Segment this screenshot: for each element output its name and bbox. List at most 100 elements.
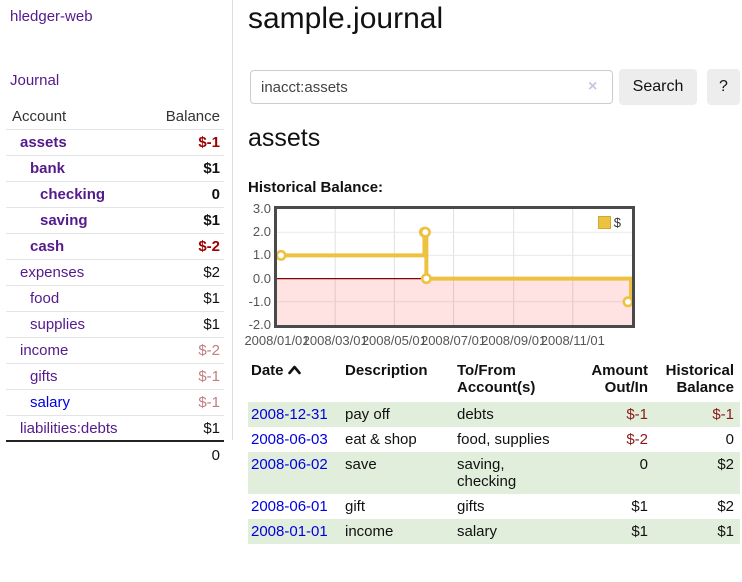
legend-swatch-icon (597, 216, 611, 229)
account-heading: assets (248, 124, 321, 152)
x-axis-tick-label: 2008/01/01 (244, 333, 310, 348)
transaction-date: 2008-06-01 (248, 494, 345, 519)
transaction-description: income (345, 523, 394, 540)
sidebar-divider (232, 0, 233, 440)
account-link-supplies[interactable]: supplies (30, 316, 86, 333)
clear-search-icon[interactable]: × (588, 78, 598, 95)
y-axis-tick-label: 3.0 (252, 201, 271, 216)
account-link-bank[interactable]: bank (30, 160, 66, 177)
transaction-amount: $-1 (626, 406, 648, 423)
account-link-income[interactable]: income (20, 342, 69, 359)
transaction-date: 2008-12-31 (248, 402, 345, 427)
account-row-food: food $1 (6, 286, 224, 312)
transaction-balance: $2 (717, 498, 734, 515)
transaction-accounts: gifts (457, 498, 485, 515)
sort-ascending-icon (287, 362, 301, 379)
x-axis-tick-label: 2008/03/01 (302, 333, 368, 348)
account-balance: $-2 (198, 342, 220, 359)
transaction-amount: $1 (631, 498, 648, 515)
account-balance: $1 (203, 290, 220, 307)
account-row-salary: salary $-1 (6, 390, 224, 416)
transaction-description: pay off (345, 406, 390, 423)
account-balance: $2 (203, 264, 220, 281)
transaction-amount: $-2 (626, 431, 648, 448)
account-link-expenses[interactable]: expenses (20, 264, 85, 281)
account-link-salary[interactable]: salary (30, 394, 71, 411)
legend-label: $ (613, 215, 621, 230)
column-header-date[interactable]: Date (248, 360, 345, 402)
search-input[interactable] (250, 70, 613, 104)
register-row: 2008-06-03 eat & shop food, supplies $-2… (248, 427, 740, 452)
historical-balance-chart: 3.0 2.0 1.0 0.0 -1.0 -2.0 $ 2008/01/01 2008/03… (244, 201, 637, 349)
transaction-balance: 0 (725, 431, 734, 448)
transaction-accounts: debts (457, 406, 494, 423)
transaction-accounts: food, supplies (457, 431, 550, 448)
transaction-balance: $2 (717, 456, 734, 473)
account-link-cash[interactable]: cash (30, 238, 65, 255)
transaction-accounts: salary (457, 523, 498, 540)
search-button[interactable]: Search (619, 69, 697, 105)
account-balance: $1 (203, 160, 220, 177)
chart-title: Historical Balance: (248, 179, 384, 196)
transaction-date: 2008-06-03 (248, 427, 345, 452)
y-axis-tick-label: -1.0 (248, 293, 271, 309)
transaction-description: eat & shop (345, 431, 417, 448)
transaction-amount: $1 (631, 523, 648, 540)
y-axis-tick-label: 2.0 (252, 224, 271, 240)
sidebar-item-journal[interactable]: Journal (10, 72, 60, 89)
accounts-total-row: 0 (6, 442, 224, 468)
help-button[interactable]: ? (707, 69, 740, 105)
register-table: Date Description To/From Account(s) Amou… (248, 360, 740, 544)
x-axis-tick-label: 2008/11/01 (540, 333, 605, 348)
account-link-saving[interactable]: saving (40, 212, 88, 229)
transaction-balance: $1 (717, 523, 734, 540)
transaction-amount: 0 (639, 456, 648, 473)
sidebar: hledger-web Journal Account Balance asse… (0, 0, 232, 582)
account-balance: $-1 (198, 368, 220, 385)
account-balance: $-1 (198, 394, 220, 411)
app-brand-link[interactable]: hledger-web (10, 8, 93, 25)
account-row-income: income $-2 (6, 338, 224, 364)
accounts-table: Account Balance assets $-1 bank $1 check… (6, 104, 224, 468)
transaction-date: 2008-01-01 (248, 519, 345, 544)
account-link-liabilities-debts[interactable]: liabilities:debts (20, 419, 118, 437)
transaction-description: save (345, 456, 377, 473)
register-row: 2008-01-01 income salary $1 $1 (248, 519, 740, 544)
register-row: 2008-12-31 pay off debts $-1 $-1 (248, 402, 740, 427)
x-axis-tick-label: 2008/07/01 (420, 333, 487, 348)
account-row-saving: saving $1 (6, 208, 224, 234)
account-row-supplies: supplies $1 (6, 312, 224, 338)
transaction-date-link[interactable]: 2008-12-31 (251, 406, 328, 423)
account-balance: $-1 (198, 134, 220, 151)
account-link-gifts[interactable]: gifts (30, 368, 58, 385)
account-row-checking: checking 0 (6, 182, 224, 208)
register-row: 2008-06-02 save saving, checking 0 $2 (248, 452, 740, 494)
page-title: sample.journal (248, 2, 444, 35)
chart-plot-area: $ (274, 206, 635, 328)
account-link-food[interactable]: food (30, 290, 60, 307)
transaction-accounts: saving, checking (457, 456, 517, 490)
column-header-accounts: To/From Account(s) (457, 362, 536, 396)
y-axis-tick-label: -2.0 (248, 317, 271, 332)
x-axis-tick-label: 2008/05/01 (361, 333, 427, 348)
transaction-date: 2008-06-02 (248, 452, 345, 494)
chart-legend: $ (595, 214, 623, 231)
transaction-balance: $-1 (712, 406, 734, 423)
account-link-assets[interactable]: assets (20, 134, 67, 151)
register-header-row: Date Description To/From Account(s) Amou… (248, 360, 740, 402)
account-balance: 0 (211, 186, 220, 203)
accounts-header-account: Account (12, 108, 67, 125)
transaction-date-link[interactable]: 2008-06-01 (251, 498, 328, 515)
account-balance: $1 (203, 212, 220, 229)
accounts-header-balance: Balance (165, 108, 220, 125)
x-axis-tick-label: 2008/09/01 (481, 333, 547, 348)
account-row-liabilities-debts: liabilities:debts $1 (6, 416, 224, 442)
account-link-checking[interactable]: checking (40, 186, 106, 203)
transaction-date-link[interactable]: 2008-06-02 (251, 456, 328, 473)
account-row-cash: cash $-2 (6, 234, 224, 260)
account-row-assets: assets $-1 (6, 130, 224, 156)
transaction-date-link[interactable]: 2008-01-01 (251, 523, 328, 540)
y-axis-tick-label: 1.0 (252, 247, 271, 263)
accounts-total-balance: 0 (211, 446, 220, 464)
transaction-date-link[interactable]: 2008-06-03 (251, 431, 328, 448)
